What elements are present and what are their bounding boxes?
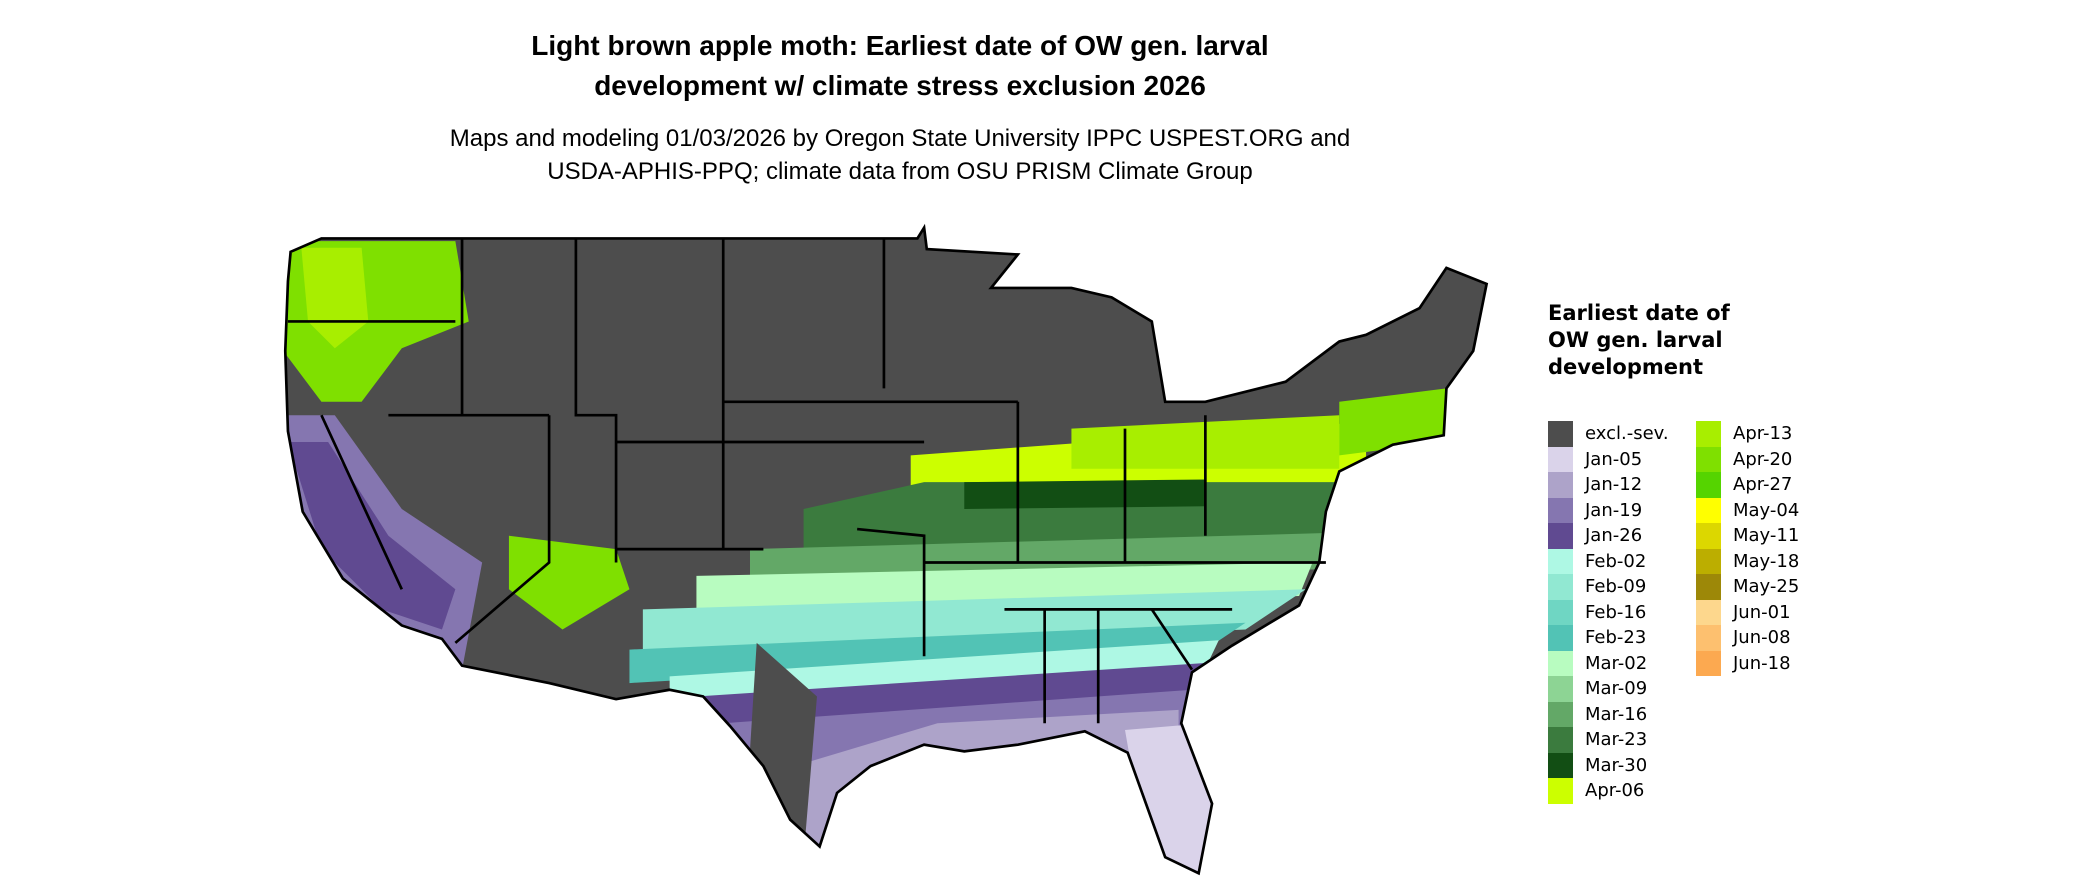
legend-item: Apr-13 — [1696, 421, 1844, 447]
legend-label: May-11 — [1733, 525, 1800, 547]
southwest-apr20 — [508, 535, 630, 630]
legend-label: Apr-20 — [1733, 448, 1793, 470]
legend-column-2: Apr-13 Apr-20 Apr-27 May-04 May-11 May-18 May-… — [1696, 421, 1844, 804]
legend-item: May-11 — [1696, 523, 1844, 549]
legend-item: Apr-20 — [1696, 446, 1844, 472]
legend-item: Apr-27 — [1696, 472, 1844, 498]
legend-item: Jun-18 — [1696, 650, 1844, 676]
legend-item: May-04 — [1696, 497, 1844, 523]
zone-mar30 — [964, 479, 1206, 509]
legend-swatch — [1696, 523, 1721, 549]
legend-label: Jan-26 — [1585, 525, 1643, 547]
legend-item: May-25 — [1696, 574, 1844, 600]
legend-item: Apr-06 — [1548, 778, 1696, 804]
legend-swatch — [1548, 778, 1573, 804]
legend-item: Jun-01 — [1696, 599, 1844, 625]
south-texas-excluded — [750, 642, 817, 858]
legend-label: Feb-23 — [1585, 627, 1647, 649]
legend-swatch — [1696, 472, 1721, 498]
legend-swatch — [1548, 625, 1573, 651]
legend-swatch — [1696, 650, 1721, 676]
legend-swatch — [1696, 548, 1721, 574]
legend-item: May-18 — [1696, 548, 1844, 574]
legend-label: Apr-06 — [1585, 780, 1645, 802]
legend-label: Jan-19 — [1585, 499, 1643, 521]
legend-label: May-18 — [1733, 550, 1800, 572]
subtitle-line-2: USDA-APHIS-PPQ; climate data from OSU PR… — [547, 158, 1253, 185]
legend-swatch — [1548, 446, 1573, 472]
legend-swatch — [1696, 421, 1721, 447]
legend-label: May-25 — [1733, 576, 1800, 598]
legend-label: Jun-18 — [1733, 652, 1791, 674]
legend-item: Jan-26 — [1548, 523, 1696, 549]
legend-label: Jun-01 — [1733, 601, 1791, 623]
legend-item: Feb-23 — [1548, 625, 1696, 651]
legend-item: Feb-02 — [1548, 548, 1696, 574]
subtitle-line-1: Maps and modeling 01/03/2026 by Oregon S… — [449, 125, 1351, 152]
zone-mar02 — [696, 562, 1313, 617]
map-title: Light brown apple moth: Earliest date of… — [0, 26, 1800, 106]
legend-label: Apr-27 — [1733, 474, 1793, 496]
state-borders — [283, 226, 1488, 875]
legend-label: Mar-16 — [1585, 703, 1648, 725]
legend-item: Feb-16 — [1548, 599, 1696, 625]
map-subtitle: Maps and modeling 01/03/2026 by Oregon S… — [0, 122, 1800, 188]
legend-item: Mar-30 — [1548, 752, 1696, 778]
legend-swatch — [1548, 497, 1573, 523]
legend-swatch — [1548, 599, 1573, 625]
legend-swatch — [1696, 446, 1721, 472]
legend-swatch — [1548, 472, 1573, 498]
legend-swatch — [1548, 752, 1573, 778]
legend-swatch — [1696, 497, 1721, 523]
legend-swatch — [1548, 701, 1573, 727]
legend-label: Mar-02 — [1585, 652, 1648, 674]
legend-item: Mar-09 — [1548, 676, 1696, 702]
legend-label: Mar-30 — [1585, 754, 1648, 776]
legend-label: Feb-02 — [1585, 550, 1647, 572]
legend-label: Apr-13 — [1733, 423, 1793, 445]
legend-label: Feb-09 — [1585, 576, 1647, 598]
legend-label: excl.-sev. — [1585, 423, 1669, 445]
legend-item: Jun-08 — [1696, 625, 1844, 651]
legend-swatch — [1548, 523, 1573, 549]
legend-swatch — [1696, 625, 1721, 651]
legend-swatch — [1696, 574, 1721, 600]
legend-item: excl.-sev. — [1548, 421, 1696, 447]
legend-swatch — [1548, 676, 1573, 702]
legend-swatch — [1548, 548, 1573, 574]
legend-item: Jan-05 — [1548, 446, 1696, 472]
legend-item: Mar-16 — [1548, 701, 1696, 727]
legend-item: Jan-12 — [1548, 472, 1696, 498]
legend-label: Jun-08 — [1733, 627, 1791, 649]
legend-swatch — [1548, 650, 1573, 676]
zone-feb09 — [642, 589, 1306, 657]
legend-label: Jan-05 — [1585, 448, 1643, 470]
legend-swatch — [1548, 574, 1573, 600]
legend-item: Mar-23 — [1548, 727, 1696, 753]
legend-label: Feb-16 — [1585, 601, 1647, 623]
legend-item: Mar-02 — [1548, 650, 1696, 676]
legend: Earliest date of OW gen. larval developm… — [1548, 300, 1799, 804]
legend-swatch — [1548, 727, 1573, 753]
legend-label: May-04 — [1733, 499, 1800, 521]
west-coast-jan26 — [287, 441, 456, 630]
legend-label: Jan-12 — [1585, 474, 1643, 496]
legend-item: Jan-19 — [1548, 497, 1696, 523]
northwest-apr13 — [301, 247, 369, 349]
legend-label: Mar-09 — [1585, 678, 1648, 700]
title-line-2: development w/ climate stress exclusion … — [594, 70, 1206, 101]
legend-column-1: excl.-sev. Jan-05 Jan-12 Jan-19 Jan-26 Feb-02… — [1548, 421, 1696, 804]
legend-item: Feb-09 — [1548, 574, 1696, 600]
legend-title: Earliest date of OW gen. larval developm… — [1548, 301, 1730, 379]
legend-swatch — [1548, 421, 1573, 447]
legend-label: Mar-23 — [1585, 729, 1648, 751]
legend-swatch — [1696, 599, 1721, 625]
title-line-1: Light brown apple moth: Earliest date of… — [531, 30, 1269, 61]
